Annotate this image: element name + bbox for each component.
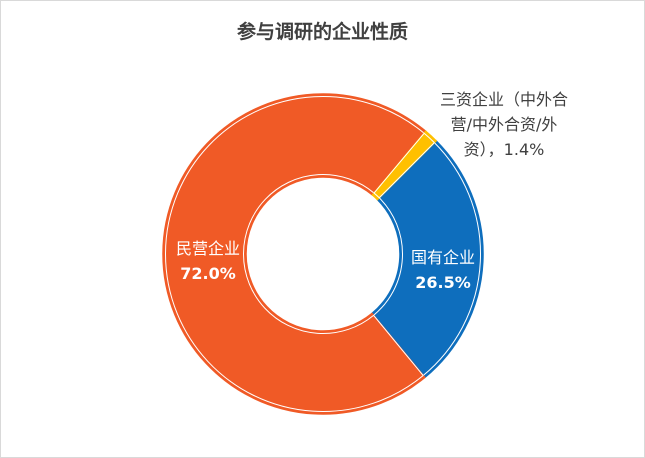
slice-label-foreign-line3: 资），1.4% — [464, 140, 545, 159]
slice-label-state-owned: 国有企业 — [411, 248, 475, 267]
slice-foreign-outline — [373, 132, 436, 199]
slice-value-state-owned: 26.5% — [415, 273, 471, 292]
slice-private — [162, 93, 427, 415]
slice-foreign — [371, 130, 438, 201]
slice-state-owned — [370, 139, 484, 379]
slice-private-outline — [165, 96, 425, 412]
slice-label-private: 民营企业 — [176, 239, 240, 258]
chart-title: 参与调研的企业性质 — [236, 21, 408, 43]
slice-label-foreign-line1: 三资企业（中外合 — [440, 90, 568, 109]
slice-state-owned-outline — [372, 141, 481, 377]
slice-label-foreign-line2: 营/中外合资/外 — [451, 115, 558, 134]
slice-value-private: 72.0% — [180, 264, 236, 283]
